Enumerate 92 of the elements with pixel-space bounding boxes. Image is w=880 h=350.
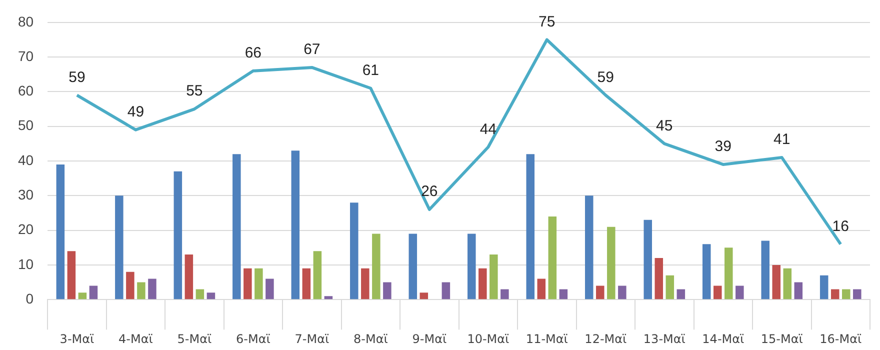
bar (724, 248, 733, 300)
bar (420, 292, 428, 300)
x-tick-label: 7-Μαϊ (294, 332, 330, 346)
x-tick-label: 4-Μαϊ (118, 332, 153, 346)
bar (442, 282, 450, 300)
data-label: 39 (714, 138, 732, 156)
bar (383, 282, 392, 300)
bar (115, 196, 124, 300)
bar (206, 292, 216, 300)
bar (644, 220, 652, 300)
data-label: 16 (832, 218, 849, 235)
bar (548, 216, 557, 300)
y-tick-label: 10 (18, 256, 34, 272)
y-tick-label: 70 (18, 48, 34, 64)
x-tick-label: 9-Μαϊ (412, 332, 447, 346)
x-tick-label: 5-Μαϊ (177, 332, 212, 346)
bar (714, 286, 722, 300)
y-tick-label: 50 (18, 117, 34, 134)
bar (596, 286, 604, 300)
bar (654, 258, 664, 300)
bar (830, 289, 840, 300)
bar (607, 226, 616, 300)
bar (148, 278, 156, 300)
data-label: 75 (538, 13, 556, 30)
bar (361, 268, 370, 300)
data-label: 49 (127, 103, 144, 120)
bar (324, 296, 333, 300)
bar (559, 289, 568, 300)
bar (537, 278, 546, 300)
data-label: 59 (68, 68, 86, 86)
bar (196, 289, 204, 300)
bar (254, 268, 263, 300)
bar (736, 286, 744, 300)
bar (244, 268, 252, 300)
y-tick-label: 0 (26, 290, 34, 306)
bar (584, 196, 594, 300)
bar (67, 251, 76, 300)
y-tick-label: 80 (18, 13, 34, 30)
bar (676, 289, 686, 300)
bar (783, 268, 792, 300)
data-label: 67 (304, 41, 320, 58)
x-tick-label: 12-Μαϊ (584, 332, 627, 346)
bar (302, 268, 311, 300)
y-tick-label: 60 (18, 82, 34, 99)
bar (853, 289, 862, 300)
bar (372, 234, 380, 300)
bar (794, 282, 803, 300)
bar (126, 272, 134, 300)
x-tick-label: 10-Μαϊ (467, 332, 510, 346)
bar (842, 289, 850, 300)
bar (291, 150, 300, 300)
bar (702, 244, 711, 300)
bar (350, 202, 358, 300)
bar (761, 240, 770, 300)
bar (490, 254, 498, 300)
bar (266, 278, 274, 300)
bar (78, 292, 87, 300)
bar (618, 286, 626, 300)
data-label: 44 (480, 120, 496, 138)
data-label: 41 (774, 131, 790, 148)
x-tick-label: 6-Μαϊ (236, 332, 270, 346)
x-tick-label: 8-Μαϊ (354, 332, 388, 346)
x-tick-label: 15-Μαϊ (760, 332, 803, 346)
bar (174, 171, 182, 300)
x-tick-label: 16-Μαϊ (820, 332, 862, 346)
bar (820, 275, 828, 300)
bar (313, 251, 322, 300)
bar (526, 154, 535, 300)
data-label: 59 (597, 68, 614, 86)
bar (89, 286, 98, 300)
bar (478, 268, 487, 300)
x-tick-label: 13-Μαϊ (643, 332, 686, 346)
bar (137, 282, 146, 300)
bar (666, 275, 674, 300)
y-tick-label: 30 (18, 186, 34, 203)
data-label: 55 (186, 82, 203, 100)
y-tick-label: 40 (18, 152, 34, 168)
y-tick-label: 20 (18, 221, 34, 238)
bar (408, 234, 418, 300)
bar (468, 234, 476, 300)
data-label: 66 (244, 44, 262, 62)
x-tick-label: 3-Μαϊ (60, 332, 94, 346)
bar (772, 264, 781, 300)
bar (500, 289, 509, 300)
bar (56, 164, 65, 300)
x-tick-label: 14-Μαϊ (702, 332, 744, 346)
data-label: 45 (656, 117, 673, 134)
bar (232, 154, 241, 300)
x-tick-label: 11-Μαϊ (526, 332, 568, 346)
data-label: 26 (421, 183, 438, 200)
data-label: 61 (362, 62, 380, 79)
bar (184, 254, 194, 300)
